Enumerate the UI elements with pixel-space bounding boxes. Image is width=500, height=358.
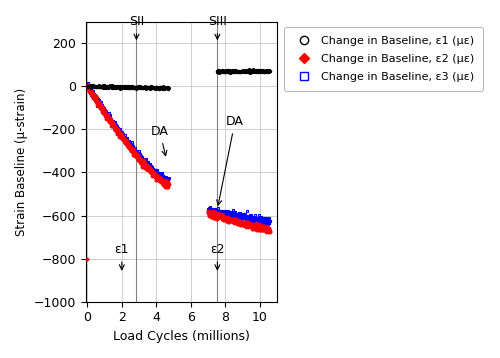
Text: ε2: ε2 xyxy=(210,243,224,270)
Text: DA: DA xyxy=(216,115,244,205)
Legend: Change in Baseline, ε1 (µε), Change in Baseline, ε2 (µε), Change in Baseline, ε3: Change in Baseline, ε1 (µε), Change in B… xyxy=(284,27,483,91)
Y-axis label: Strain Baseline (µ-strain): Strain Baseline (µ-strain) xyxy=(15,88,28,236)
Text: SII: SII xyxy=(129,15,144,39)
X-axis label: Load Cycles (millions): Load Cycles (millions) xyxy=(113,330,250,343)
Text: ε1: ε1 xyxy=(114,243,129,270)
Text: DA: DA xyxy=(150,125,168,156)
Text: SIII: SIII xyxy=(208,15,227,39)
